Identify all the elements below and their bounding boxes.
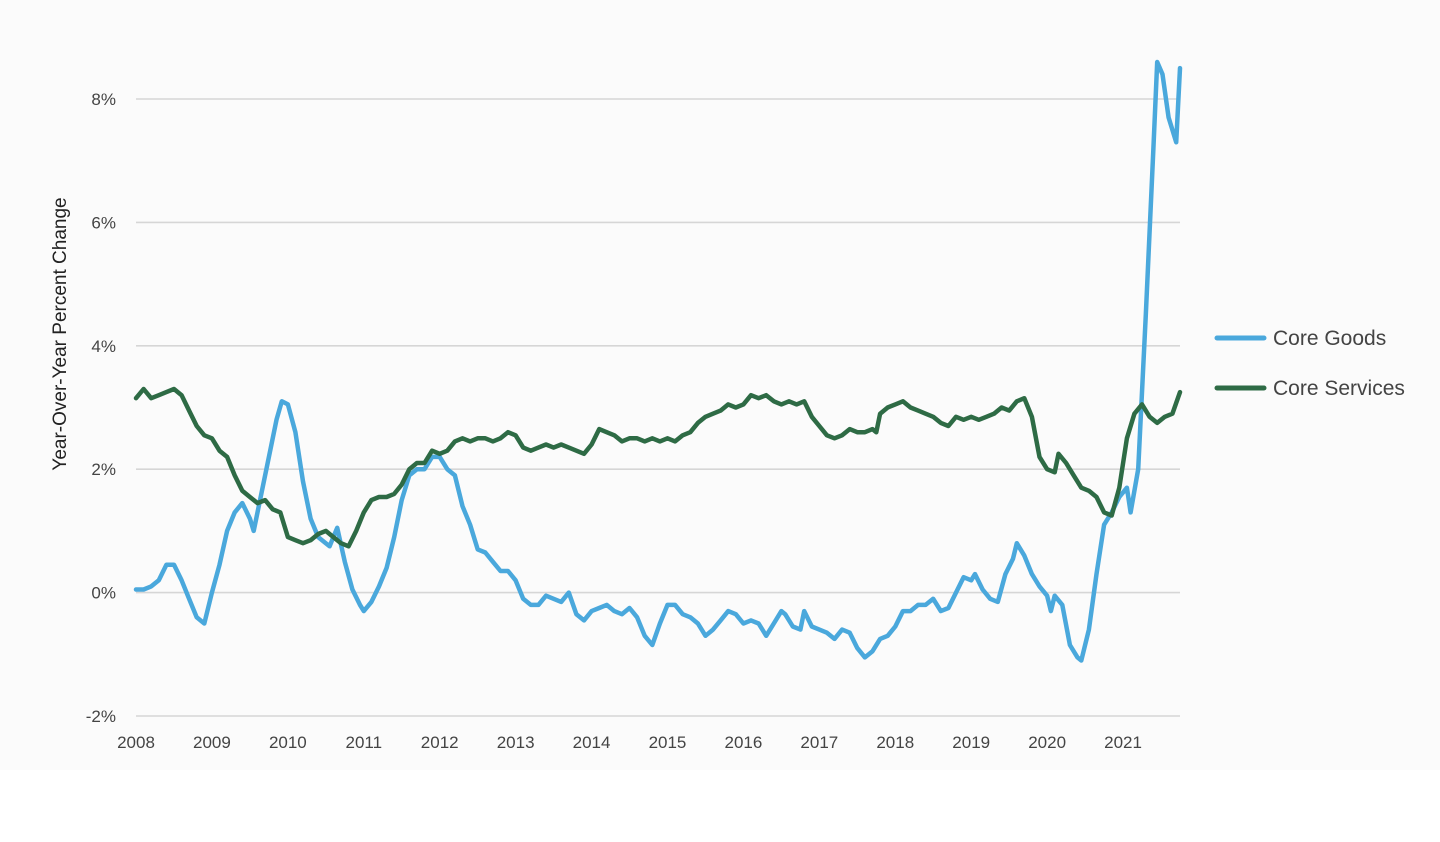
y-tick-label: 4%: [91, 337, 116, 356]
chart-panel: 2008 2009 2010 2011 2012 2013 2014 2015 2016 2017…: [50, 59, 1405, 752]
series-line-core-goods: [133, 59, 1183, 663]
x-tick-label: 2012: [421, 733, 459, 752]
x-tick-label: 2009: [193, 733, 231, 752]
legend-label: Core Goods: [1273, 327, 1386, 350]
series-line-core-services: [133, 386, 1183, 549]
y-tick-label: 8%: [91, 90, 116, 109]
y-axis-title: Year-Over-Year Percent Change: [50, 197, 71, 470]
x-axis: 2008 2009 2010 2011 2012 2013 2014 2015 2016 2017…: [117, 733, 1142, 752]
x-tick-label: 2013: [497, 733, 535, 752]
x-tick-label: 2020: [1028, 733, 1066, 752]
gridlines: [136, 98, 1180, 717]
legend: Core Goods Core Services: [1214, 327, 1405, 400]
y-tick-label: 0%: [91, 584, 116, 603]
x-tick-label: 2017: [800, 733, 838, 752]
y-axis: -2% 0% 2% 4% 6% 8%: [86, 90, 116, 726]
x-tick-label: 2019: [952, 733, 990, 752]
line-chart: 2008 2009 2010 2011 2012 2013 2014 2015 2016 2017…: [50, 59, 1405, 752]
y-tick-label: -2%: [86, 707, 116, 726]
x-tick-label: 2021: [1104, 733, 1142, 752]
legend-label: Core Services: [1273, 377, 1405, 400]
x-tick-label: 2011: [346, 733, 383, 752]
y-tick-label: 2%: [91, 460, 116, 479]
x-tick-label: 2014: [573, 733, 611, 752]
x-tick-label: 2010: [269, 733, 307, 752]
series-lines: [133, 59, 1183, 663]
y-tick-label: 6%: [91, 213, 116, 232]
x-tick-label: 2016: [725, 733, 763, 752]
x-tick-label: 2018: [876, 733, 914, 752]
x-tick-label: 2015: [649, 733, 687, 752]
x-tick-label: 2008: [117, 733, 155, 752]
